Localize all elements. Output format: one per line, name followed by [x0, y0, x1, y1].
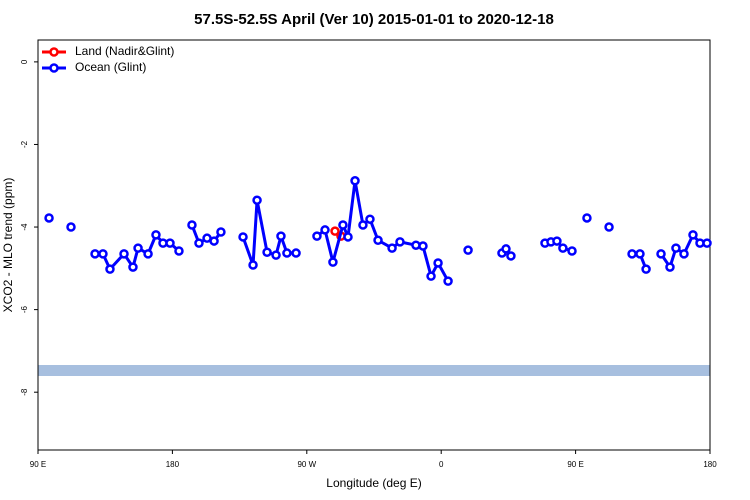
data-point	[165, 238, 175, 248]
series-line	[95, 179, 708, 282]
x-tick-label: 90 E	[30, 460, 46, 469]
data-point	[656, 249, 666, 259]
data-point	[338, 220, 348, 230]
data-point	[330, 226, 340, 236]
y-tick-label: -4	[20, 223, 29, 231]
x-tick-label: 180	[703, 460, 717, 469]
data-point	[558, 243, 568, 253]
data-point	[151, 230, 161, 240]
x-tick-label: 180	[166, 460, 180, 469]
data-point	[426, 271, 436, 281]
data-point	[143, 249, 153, 259]
data-point	[271, 250, 281, 260]
data-point	[688, 230, 698, 240]
data-point	[133, 243, 143, 253]
data-point	[238, 232, 248, 242]
data-point	[552, 236, 562, 246]
y-tick-label: 0	[20, 59, 29, 64]
data-point	[358, 220, 368, 230]
data-point	[282, 248, 292, 258]
data-point	[350, 176, 360, 186]
data-point	[679, 249, 689, 259]
y-tick-label: -8	[20, 388, 29, 396]
data-point	[418, 241, 428, 251]
legend-label: Land (Nadir&Glint)	[75, 44, 174, 58]
data-point	[506, 251, 516, 261]
data-point	[702, 238, 712, 248]
data-point	[209, 236, 219, 246]
data-point	[463, 245, 473, 255]
data-point	[276, 231, 286, 241]
data-point	[119, 249, 129, 259]
data-point	[567, 246, 577, 256]
data-point	[604, 222, 614, 232]
data-point	[443, 276, 453, 286]
data-point	[635, 249, 645, 259]
x-tick-label: 0	[439, 460, 444, 469]
legend-marker	[49, 47, 59, 57]
mask-band	[38, 365, 710, 376]
chart-title: 57.5S-52.5S April (Ver 10) 2015-01-01 to…	[194, 11, 554, 28]
data-point	[66, 222, 76, 232]
x-tick-label: 90 E	[567, 460, 583, 469]
y-tick-label: -6	[20, 306, 29, 314]
data-point	[433, 258, 443, 268]
data-point	[641, 264, 651, 274]
data-point	[174, 246, 184, 256]
y-axis-label: XCO2 - MLO trend (ppm)	[1, 178, 15, 313]
data-point	[90, 249, 100, 259]
data-point	[194, 238, 204, 248]
data-point	[291, 248, 301, 258]
data-point	[252, 195, 262, 205]
data-point	[128, 262, 138, 272]
data-point	[501, 244, 511, 254]
x-tick-label: 90 W	[297, 460, 316, 469]
data-point	[582, 213, 592, 223]
data-point	[105, 264, 115, 274]
data-point	[373, 235, 383, 246]
y-tick-label: -2	[20, 140, 29, 148]
legend-label: Ocean (Glint)	[75, 60, 146, 74]
data-point	[328, 257, 338, 267]
legend-marker	[49, 63, 59, 73]
data-point	[216, 227, 226, 237]
data-point	[365, 214, 375, 224]
x-axis-label: Longitude (deg E)	[326, 476, 421, 490]
data-point	[343, 232, 353, 242]
data-point	[387, 243, 397, 253]
data-point	[627, 249, 637, 259]
data-point	[665, 262, 675, 272]
data-point	[187, 220, 197, 230]
data-point	[671, 243, 681, 253]
data-point	[98, 249, 108, 259]
data-point	[44, 213, 54, 223]
data-point	[320, 225, 330, 235]
data-point	[248, 260, 258, 270]
data-point	[262, 247, 272, 257]
data-point	[312, 231, 322, 241]
data-point	[395, 237, 405, 247]
